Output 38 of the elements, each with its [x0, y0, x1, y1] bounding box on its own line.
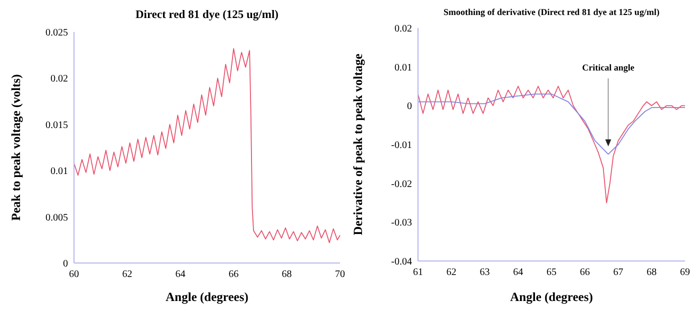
x-tick-label: 68: [282, 269, 292, 280]
x-tick-label: 67: [613, 267, 624, 278]
x-tick-label: 63: [480, 267, 490, 278]
x-tick-label: 64: [175, 269, 186, 280]
chart-title: Direct red 81 dye (125 ug/ml): [136, 9, 279, 21]
x-tick-label: 62: [446, 267, 456, 278]
x-tick-label: 68: [646, 267, 657, 278]
annotation: Critical angle: [582, 62, 634, 72]
line-series: [418, 86, 686, 204]
y-tick-label: 0.02: [394, 24, 412, 34]
x-axis-title: Angle (degrees): [166, 290, 248, 304]
y-tick-label: -0.02: [391, 178, 412, 190]
y-axis-title: Derivative of peak to peak voltage: [351, 53, 365, 236]
x-tick-label: 64: [513, 267, 524, 278]
y-tick-label: -0.01: [391, 140, 412, 151]
y-tick-label: 0: [63, 258, 68, 270]
y-tick-label: 0.02: [50, 74, 68, 85]
x-tick-label: 65: [546, 267, 556, 278]
line-series: [418, 94, 686, 155]
x-tick-label: 66: [580, 267, 590, 278]
y-axis-title: Peak to peak voltage (volts): [9, 74, 23, 221]
y-tick-label: 0.015: [46, 120, 68, 131]
y-tick-label: 0: [407, 101, 412, 112]
x-tick-label: 61: [413, 267, 423, 278]
line-series: [74, 48, 340, 244]
x-tick-label: 69: [680, 267, 690, 278]
x-tick-label: 66: [228, 269, 239, 280]
x-axis-title: Angle (degrees): [510, 290, 593, 304]
x-tick-label: 70: [335, 269, 345, 280]
x-tick-label: 60: [69, 269, 79, 280]
y-tick-label: 0.01: [394, 62, 412, 74]
y-tick-label: -0.04: [391, 256, 412, 268]
y-tick-label: -0.03: [391, 218, 412, 229]
y-tick-label: 0.005: [46, 212, 68, 224]
y-tick-label: 0.025: [46, 28, 68, 38]
x-tick-label: 62: [122, 269, 132, 280]
y-tick-label: 0.01: [50, 166, 68, 178]
chart-title: Smoothing of derivative (Direct red 81 dye at 125 ug/ml): [444, 7, 660, 17]
